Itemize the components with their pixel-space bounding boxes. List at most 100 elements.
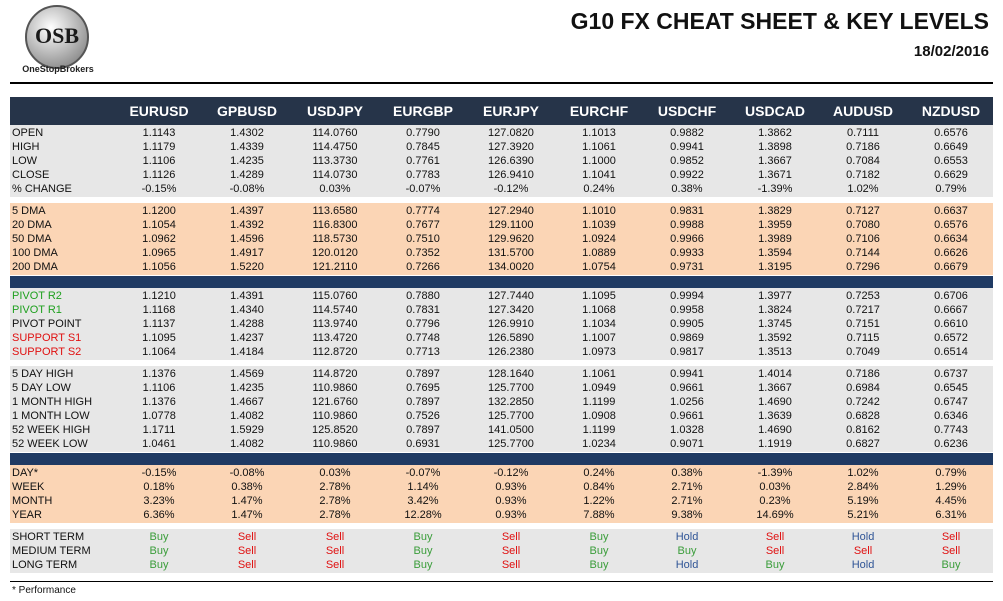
cell: Sell — [853, 545, 873, 557]
cell: 1.02% — [847, 467, 879, 479]
cell: 0.7151 — [846, 318, 880, 330]
cell: 1.14% — [407, 481, 439, 493]
cell: 1.1041 — [582, 169, 616, 181]
column-header: USDJPY — [306, 103, 364, 119]
row: 5 DMA 1.1200 1.4397 113.6580 0.7774 127.2940 1… — [10, 204, 993, 218]
cell: 0.7677 — [406, 219, 440, 231]
cell: 0.7897 — [406, 368, 440, 380]
cell: 1.1095 — [142, 332, 176, 344]
rule — [10, 581, 993, 582]
footnote: * Performance — [12, 585, 76, 596]
cell: Buy — [765, 559, 785, 571]
cell: 0.38% — [671, 467, 703, 479]
row: WEEK 0.18% 0.38% 2.78% 1.14% 0.93% 0.84% 2.71% 0… — [10, 480, 993, 494]
cell: Buy — [677, 545, 697, 557]
row: PIVOT R1 1.1168 1.4340 114.5740 0.7831 127.34… — [10, 303, 993, 317]
cell: 6.36% — [143, 509, 175, 521]
section: OPEN 1.1143 1.4302 114.0760 0.7790 127.0820 1.… — [10, 125, 993, 197]
section: DAY* -0.15% -0.08% 0.03% -0.07% -0.12% 0.24% 0.… — [10, 465, 993, 523]
cell: Hold — [675, 531, 699, 543]
cell: 115.0760 — [312, 290, 358, 302]
cell: 126.2380 — [488, 346, 534, 358]
cell: 1.4690 — [758, 396, 792, 408]
column-header: EURGBP — [393, 103, 453, 119]
cell: Hold — [675, 559, 699, 571]
cell: Sell — [237, 559, 257, 571]
row-label: % CHANGE — [12, 183, 72, 195]
cell: 0.7049 — [846, 346, 880, 358]
cell: 113.9740 — [312, 318, 358, 330]
cell: 0.9817 — [670, 346, 704, 358]
cell: 0.7080 — [846, 219, 880, 231]
cell: 1.3671 — [758, 169, 792, 181]
cell: 0.6737 — [934, 368, 968, 380]
cell: 2.84% — [847, 481, 879, 493]
cell: Sell — [501, 545, 521, 557]
cell: 121.2110 — [312, 261, 358, 273]
cell: 1.3898 — [758, 141, 792, 153]
cell: 0.24% — [583, 183, 615, 195]
cell: 1.4302 — [230, 127, 264, 139]
logo-circle — [25, 5, 89, 69]
cell: 3.23% — [143, 495, 175, 507]
cell: 0.9933 — [670, 247, 704, 259]
cell: 1.0908 — [582, 410, 616, 422]
section: 5 DAY HIGH 1.1376 1.4569 114.8720 0.7897 128.… — [10, 366, 993, 452]
cell: 1.4014 — [758, 368, 792, 380]
cell: 0.7783 — [406, 169, 440, 181]
cell: 1.3667 — [758, 382, 792, 394]
cell: 126.9410 — [488, 169, 534, 181]
row: % CHANGE -0.15% -0.08% 0.03% -0.07% -0.12% 0.2… — [10, 182, 993, 196]
cell: -0.08% — [229, 467, 265, 479]
cell: 1.4235 — [230, 382, 264, 394]
cell: -0.07% — [405, 467, 441, 479]
cell: 114.0760 — [312, 127, 358, 139]
cell: 12.28% — [404, 509, 442, 521]
cell: 127.0820 — [488, 127, 534, 139]
cell: 1.3513 — [758, 346, 792, 358]
cell: 134.0020 — [488, 261, 534, 273]
cell: 0.7761 — [406, 155, 440, 167]
cell: 1.4340 — [230, 304, 264, 316]
cell: -0.15% — [141, 183, 177, 195]
row-label: OPEN — [12, 127, 44, 139]
cell: 0.7296 — [846, 261, 880, 273]
row-label: 1 MONTH HIGH — [12, 396, 93, 408]
header-row: EURUSD GPBUSD USDJPY EURGBP EURJPY EURCHF USDC… — [10, 97, 993, 125]
cell: 1.3745 — [758, 318, 792, 330]
column-header: AUDUSD — [833, 103, 893, 119]
cell: 0.79% — [935, 467, 967, 479]
row-label: YEAR — [12, 509, 42, 521]
cell: 0.38% — [671, 183, 703, 195]
cell: 110.9860 — [312, 438, 358, 450]
cell: 1.4596 — [230, 233, 264, 245]
cell: 0.9958 — [670, 304, 704, 316]
column-header: USDCAD — [745, 103, 805, 119]
cell: 1.1919 — [758, 438, 792, 450]
row: 5 DAY HIGH 1.1376 1.4569 114.8720 0.7897 128.… — [10, 367, 993, 381]
cell: 0.7743 — [934, 424, 968, 436]
row: SHORT TERM Buy Sell Sell Buy Sell Buy Hold Sell H… — [10, 530, 993, 544]
cell: 1.0924 — [582, 233, 616, 245]
table: EURUSD GPBUSD USDJPY EURGBP EURJPY EURCHF USDC… — [10, 97, 993, 573]
cell: 1.3989 — [758, 233, 792, 245]
row-label: PIVOT R2 — [12, 290, 62, 302]
cell: 0.6545 — [934, 382, 968, 394]
cell: Sell — [501, 559, 521, 571]
cell: 1.1061 — [582, 141, 616, 153]
cell: 110.9860 — [312, 382, 358, 394]
cell: 2.78% — [319, 495, 351, 507]
cell: 1.4569 — [230, 368, 264, 380]
cell: 127.3420 — [488, 304, 534, 316]
cell: 0.7186 — [846, 368, 880, 380]
cell: 0.7796 — [406, 318, 440, 330]
cell: 1.5220 — [230, 261, 264, 273]
cell: 0.7897 — [406, 396, 440, 408]
cell: 121.6760 — [312, 396, 358, 408]
row: 52 WEEK HIGH 1.1711 1.5929 125.8520 0.7897 14… — [10, 423, 993, 437]
cell: 0.18% — [143, 481, 175, 493]
cell: Hold — [851, 531, 875, 543]
column-header: EURJPY — [482, 103, 540, 119]
cell: 0.9869 — [670, 332, 704, 344]
cell: Sell — [501, 531, 521, 543]
